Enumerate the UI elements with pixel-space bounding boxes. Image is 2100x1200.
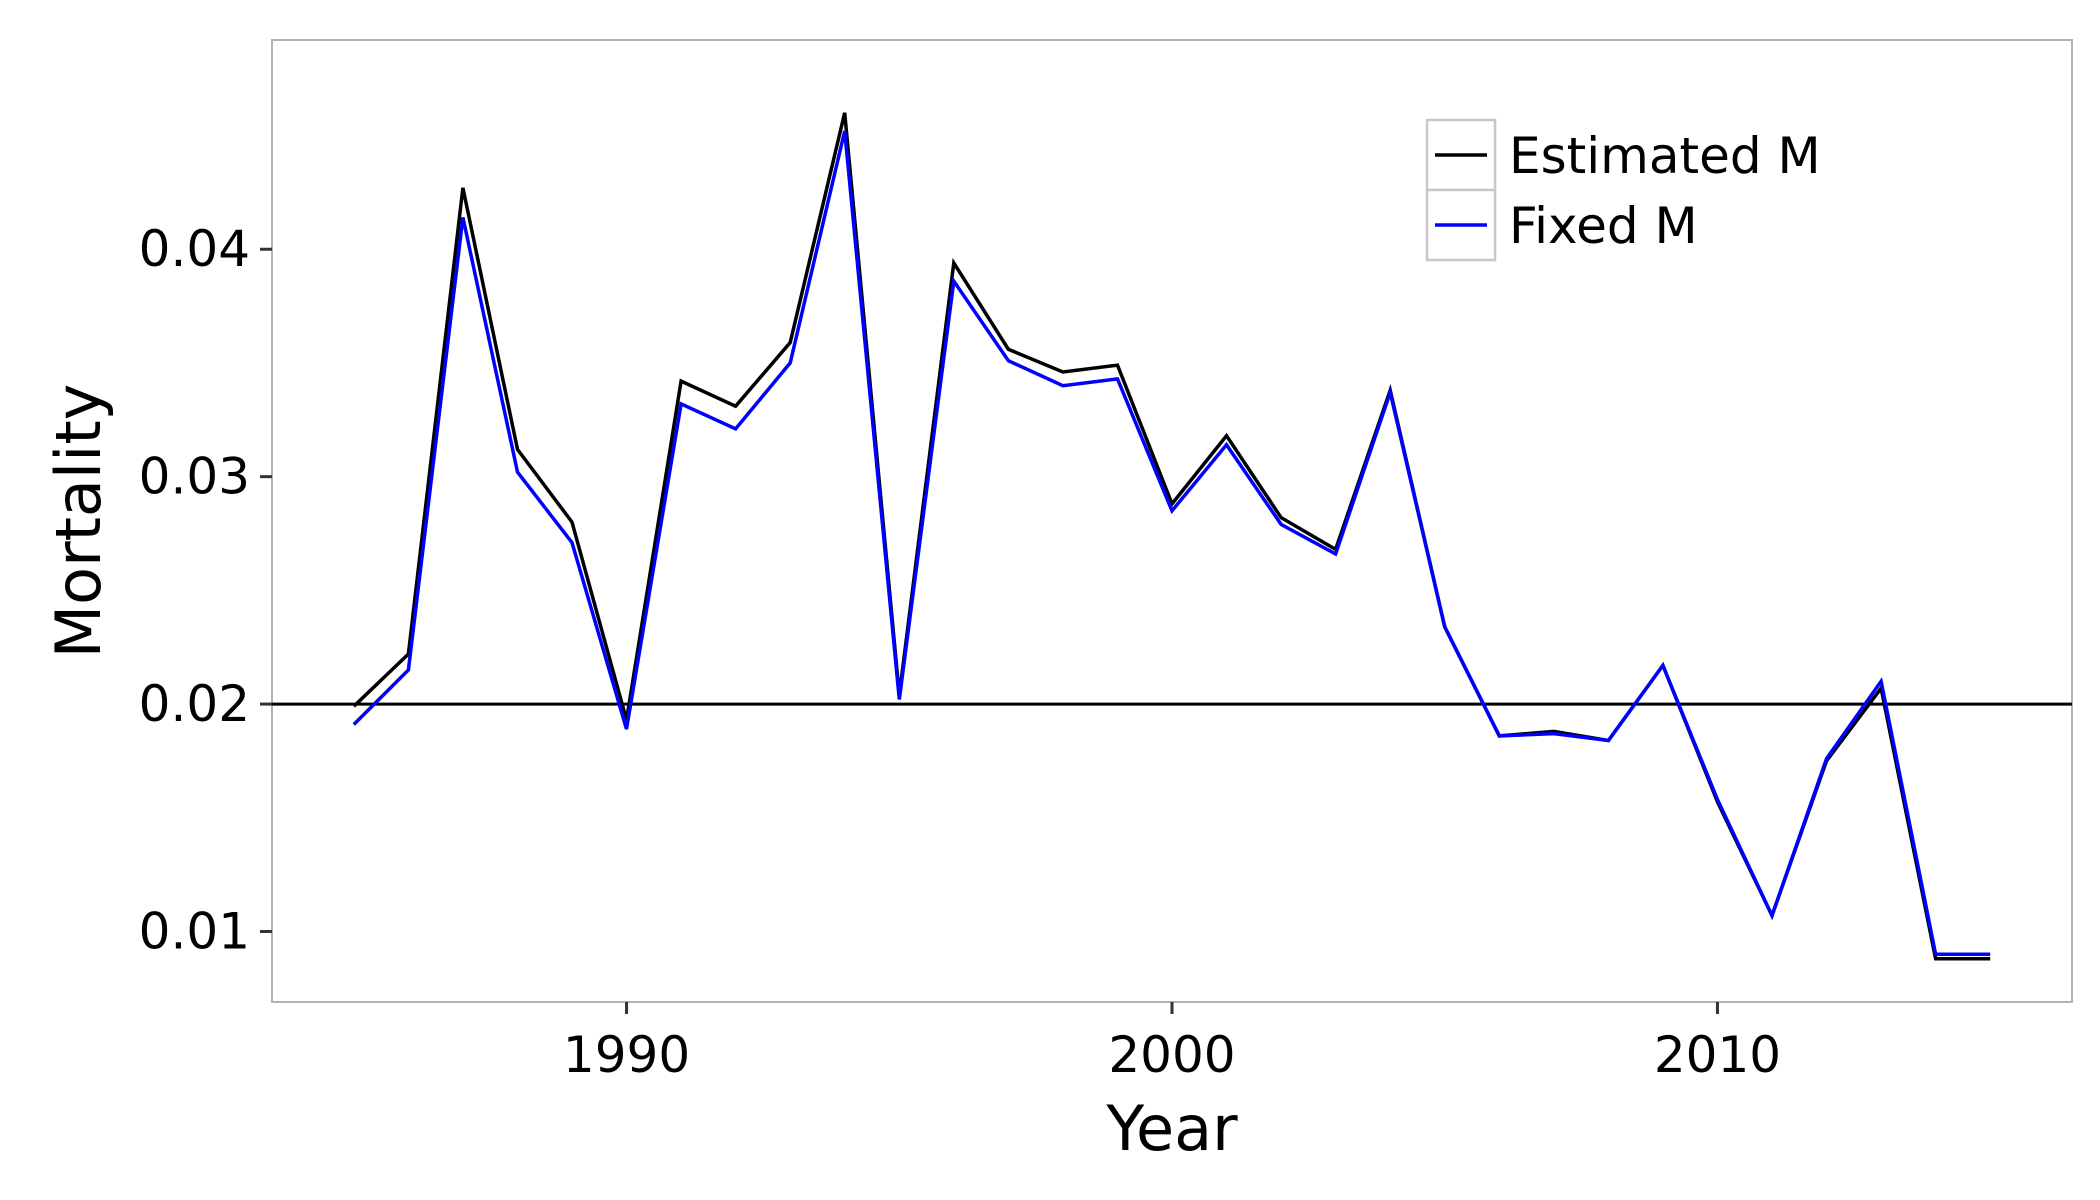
legend-label: Estimated M <box>1509 127 1821 185</box>
x-tick-label: 1990 <box>563 1026 690 1084</box>
y-axis: 0.01 0.02 0.03 0.04 <box>139 220 272 960</box>
legend-label: Fixed M <box>1509 197 1698 255</box>
y-tick-label: 0.03 <box>139 448 250 506</box>
x-axis-title: Year <box>1105 1092 1238 1165</box>
plot-area <box>271 39 2073 1003</box>
y-tick-label: 0.04 <box>139 220 250 278</box>
x-axis: 1990 2000 2010 <box>563 1002 1781 1084</box>
series-line-2 <box>352 130 1991 956</box>
x-tick-label: 2010 <box>1654 1026 1781 1084</box>
legend: Estimated M Fixed M <box>1425 118 1821 262</box>
y-tick-label: 0.01 <box>139 902 250 960</box>
x-tick-label: 2000 <box>1108 1026 1235 1084</box>
y-tick-label: 0.02 <box>139 675 250 733</box>
y-axis-title: Mortality <box>42 384 115 659</box>
